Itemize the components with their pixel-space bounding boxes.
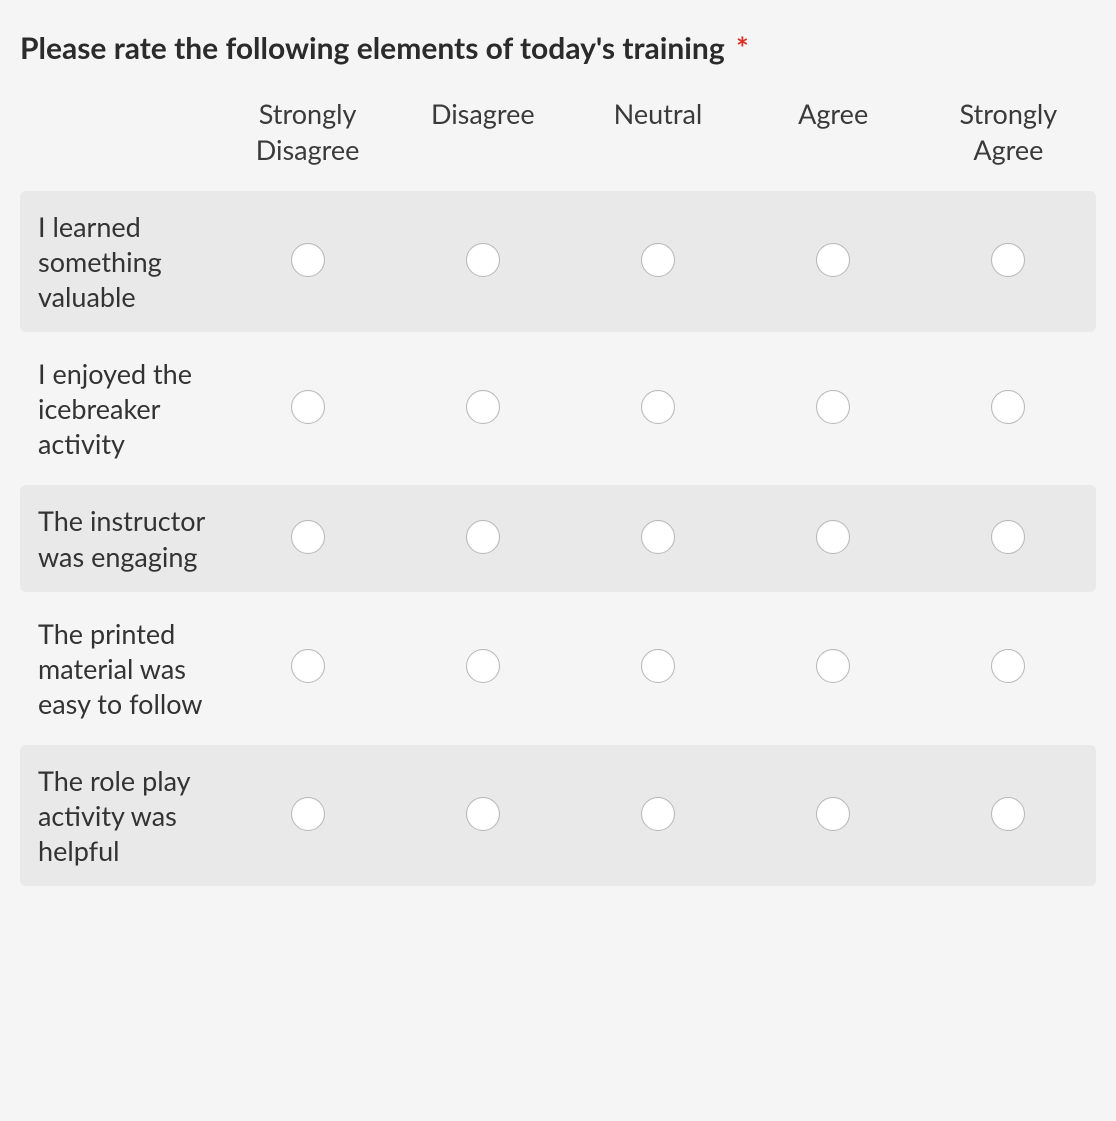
radio-option[interactable]: [291, 797, 325, 831]
likert-row-label: The printed material was easy to follow: [20, 598, 220, 739]
radio-option[interactable]: [466, 243, 500, 277]
radio-option[interactable]: [991, 520, 1025, 554]
radio-option[interactable]: [991, 649, 1025, 683]
likert-grid: Strongly Disagree Disagree Neutral Agree…: [20, 82, 1096, 892]
radio-option[interactable]: [466, 649, 500, 683]
radio-option[interactable]: [466, 390, 500, 424]
question-title: Please rate the following elements of to…: [20, 30, 1096, 66]
radio-option[interactable]: [641, 649, 675, 683]
radio-option[interactable]: [291, 243, 325, 277]
radio-option[interactable]: [991, 797, 1025, 831]
likert-header-row: Strongly Disagree Disagree Neutral Agree…: [20, 88, 1096, 185]
likert-header-col: Neutral: [570, 88, 745, 185]
radio-option[interactable]: [816, 390, 850, 424]
likert-row-label: The role play activity was helpful: [20, 745, 220, 886]
radio-option[interactable]: [641, 520, 675, 554]
likert-header-col: Strongly Agree: [921, 88, 1096, 185]
radio-option[interactable]: [466, 797, 500, 831]
question-title-text: Please rate the following elements of to…: [20, 30, 725, 66]
likert-header-col: Agree: [746, 88, 921, 185]
likert-header-empty: [20, 88, 220, 185]
likert-row: The role play activity was helpful: [20, 745, 1096, 886]
radio-option[interactable]: [641, 797, 675, 831]
likert-row: The printed material was easy to follow: [20, 598, 1096, 739]
likert-row-label: I enjoyed the icebreaker activity: [20, 338, 220, 479]
required-marker: *: [736, 30, 749, 66]
likert-header-col: Strongly Disagree: [220, 88, 395, 185]
likert-header-col: Disagree: [395, 88, 570, 185]
radio-option[interactable]: [816, 797, 850, 831]
likert-row: I enjoyed the icebreaker activity: [20, 338, 1096, 479]
radio-option[interactable]: [291, 390, 325, 424]
radio-option[interactable]: [291, 649, 325, 683]
radio-option[interactable]: [291, 520, 325, 554]
radio-option[interactable]: [816, 243, 850, 277]
likert-row: I learned something valuable: [20, 191, 1096, 332]
likert-row-label: The instructor was engaging: [20, 485, 220, 591]
radio-option[interactable]: [991, 390, 1025, 424]
radio-option[interactable]: [991, 243, 1025, 277]
likert-row-label: I learned something valuable: [20, 191, 220, 332]
radio-option[interactable]: [816, 649, 850, 683]
radio-option[interactable]: [466, 520, 500, 554]
radio-option[interactable]: [816, 520, 850, 554]
radio-option[interactable]: [641, 243, 675, 277]
radio-option[interactable]: [641, 390, 675, 424]
likert-row: The instructor was engaging: [20, 485, 1096, 591]
